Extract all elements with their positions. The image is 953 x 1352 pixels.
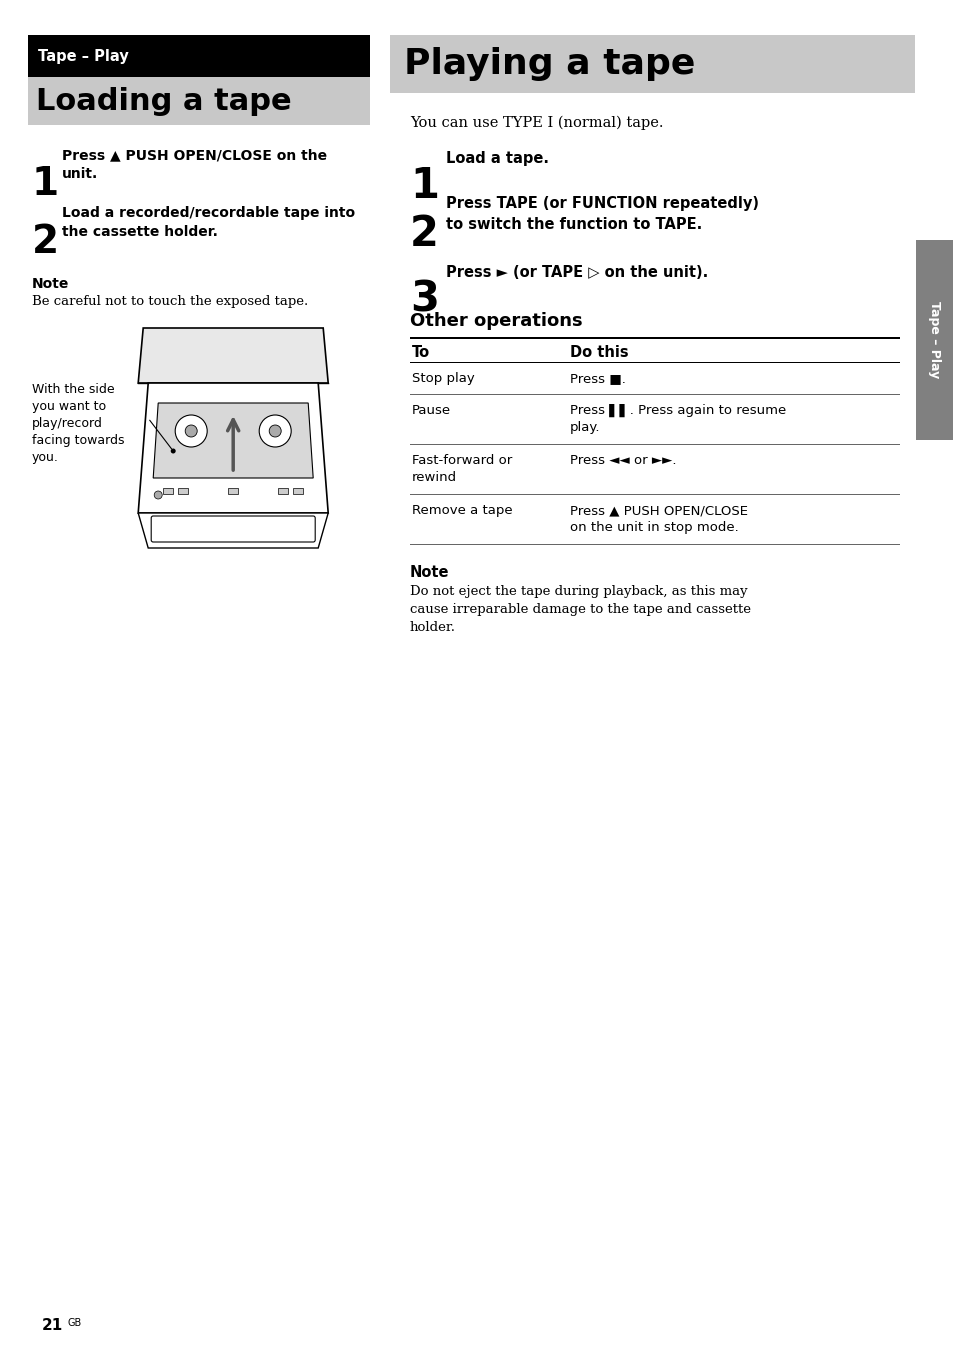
- Text: Note: Note: [410, 565, 449, 580]
- Text: Do this: Do this: [569, 345, 628, 360]
- Text: Tape – Play: Tape – Play: [38, 49, 129, 64]
- Text: Load a recorded/recordable tape into
the cassette holder.: Load a recorded/recordable tape into the…: [62, 206, 355, 239]
- Bar: [410, 337, 899, 339]
- Text: Press ◄◄ or ►►.: Press ◄◄ or ►►.: [569, 454, 676, 466]
- Circle shape: [259, 415, 291, 448]
- Bar: [228, 488, 238, 493]
- Text: Pause: Pause: [412, 404, 451, 416]
- Text: To: To: [412, 345, 430, 360]
- Text: With the side
you want to
play/record
facing towards
you.: With the side you want to play/record fa…: [32, 383, 125, 464]
- Circle shape: [154, 491, 162, 499]
- Text: 1: 1: [410, 165, 438, 207]
- Text: Other operations: Other operations: [410, 312, 582, 330]
- Circle shape: [171, 449, 175, 453]
- Text: 3: 3: [410, 279, 438, 320]
- Text: Loading a tape: Loading a tape: [36, 87, 292, 115]
- Text: GB: GB: [68, 1318, 82, 1328]
- Bar: [390, 35, 914, 93]
- Text: Press TAPE (or FUNCTION repeatedly)
to switch the function to TAPE.: Press TAPE (or FUNCTION repeatedly) to s…: [446, 196, 759, 233]
- Text: 1: 1: [32, 165, 59, 203]
- Text: Press ▲ PUSH OPEN/CLOSE
on the unit in stop mode.: Press ▲ PUSH OPEN/CLOSE on the unit in s…: [569, 504, 747, 534]
- Bar: [28, 35, 370, 77]
- Polygon shape: [138, 512, 328, 548]
- Text: Press ► (or TAPE ▷ on the unit).: Press ► (or TAPE ▷ on the unit).: [446, 265, 707, 280]
- Text: Press ▲ PUSH OPEN/CLOSE on the
unit.: Press ▲ PUSH OPEN/CLOSE on the unit.: [62, 147, 327, 181]
- Bar: [28, 77, 370, 124]
- Text: 2: 2: [32, 223, 59, 261]
- FancyBboxPatch shape: [151, 516, 314, 542]
- Bar: [410, 361, 899, 362]
- Bar: [278, 488, 288, 493]
- Polygon shape: [138, 383, 328, 512]
- Text: 2: 2: [410, 214, 438, 256]
- Bar: [163, 488, 173, 493]
- Bar: [293, 488, 303, 493]
- Text: Press ■.: Press ■.: [569, 372, 625, 385]
- Text: Do not eject the tape during playback, as this may
cause irreparable damage to t: Do not eject the tape during playback, a…: [410, 585, 750, 634]
- Bar: [915, 241, 953, 439]
- Text: Note: Note: [32, 277, 70, 291]
- Text: You can use TYPE I (normal) tape.: You can use TYPE I (normal) tape.: [410, 116, 662, 130]
- Text: 21: 21: [42, 1318, 63, 1333]
- Bar: [178, 488, 188, 493]
- Text: Load a tape.: Load a tape.: [446, 151, 548, 166]
- Text: Be careful not to touch the exposed tape.: Be careful not to touch the exposed tape…: [32, 295, 308, 308]
- Text: Playing a tape: Playing a tape: [403, 47, 695, 81]
- Polygon shape: [153, 403, 313, 479]
- Text: Fast-forward or
rewind: Fast-forward or rewind: [412, 454, 512, 484]
- Text: Stop play: Stop play: [412, 372, 475, 385]
- Text: Press ▌▌. Press again to resume
play.: Press ▌▌. Press again to resume play.: [569, 404, 785, 434]
- Text: Tape – Play: Tape – Play: [927, 301, 941, 379]
- Circle shape: [185, 425, 197, 437]
- Circle shape: [175, 415, 207, 448]
- Polygon shape: [138, 329, 328, 383]
- Circle shape: [269, 425, 281, 437]
- Text: Remove a tape: Remove a tape: [412, 504, 512, 516]
